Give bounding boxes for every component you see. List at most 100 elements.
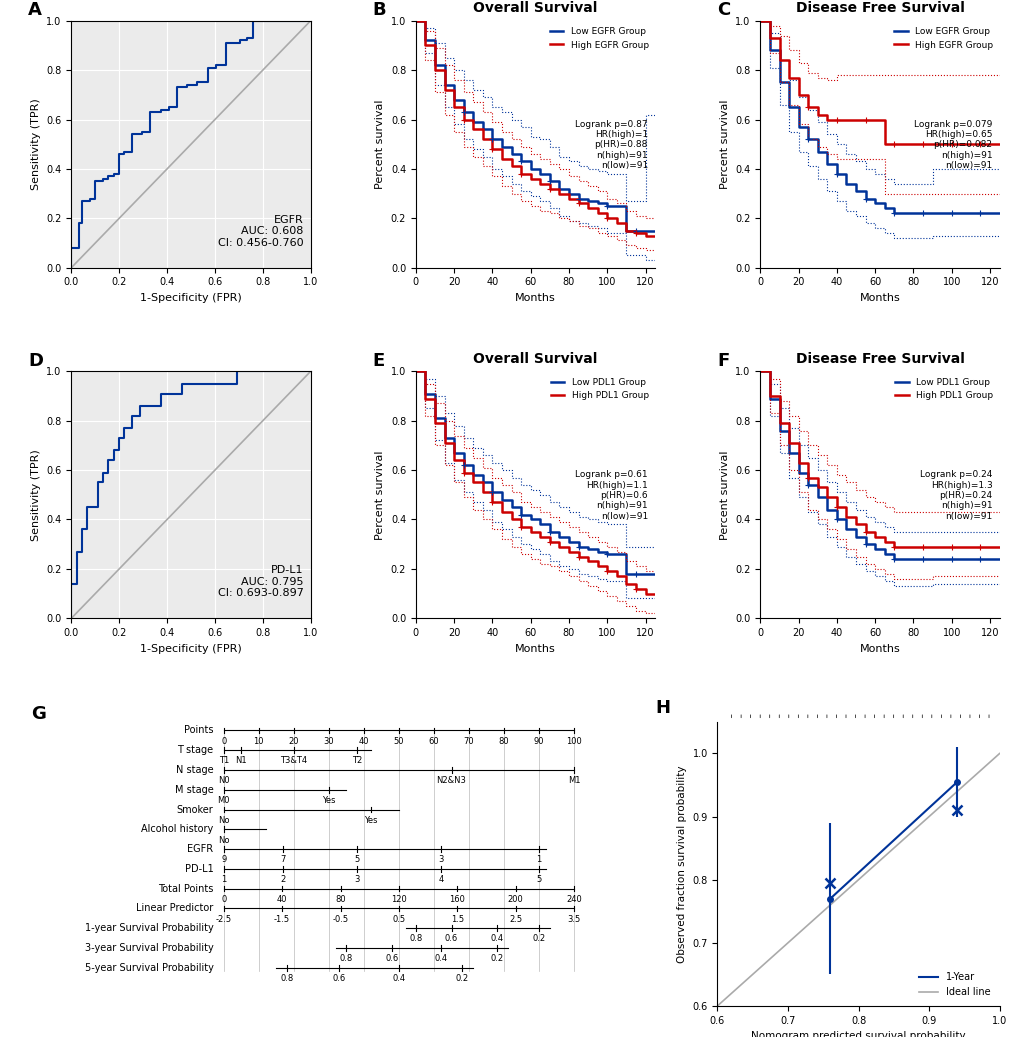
Text: 3-year Survival Probability: 3-year Survival Probability: [85, 943, 213, 953]
Legend: Low PDL1 Group, High PDL1 Group: Low PDL1 Group, High PDL1 Group: [547, 374, 652, 403]
Text: 80: 80: [498, 736, 508, 746]
X-axis label: 1-Specificity (FPR): 1-Specificity (FPR): [140, 292, 242, 303]
Text: 200: 200: [507, 895, 523, 904]
Title: Disease Free Survival: Disease Free Survival: [795, 1, 964, 16]
Text: M1: M1: [568, 777, 580, 785]
Title: Overall Survival: Overall Survival: [473, 352, 597, 366]
Text: F: F: [716, 352, 729, 369]
Title: Disease Free Survival: Disease Free Survival: [795, 352, 964, 366]
Text: 50: 50: [393, 736, 404, 746]
Text: 3: 3: [354, 875, 360, 885]
X-axis label: Months: Months: [859, 292, 900, 303]
X-axis label: Months: Months: [515, 292, 555, 303]
Text: 0.6: 0.6: [444, 934, 458, 944]
Legend: Low PDL1 Group, High PDL1 Group: Low PDL1 Group, High PDL1 Group: [891, 374, 996, 403]
Text: 0.2: 0.2: [532, 934, 545, 944]
Text: D: D: [29, 352, 43, 369]
Text: 9: 9: [221, 856, 226, 864]
Text: 100: 100: [566, 736, 582, 746]
Text: 240: 240: [566, 895, 582, 904]
Text: 10: 10: [254, 736, 264, 746]
Text: T stage: T stage: [177, 746, 213, 755]
Y-axis label: Percent survival: Percent survival: [375, 100, 385, 189]
Text: 0.2: 0.2: [455, 974, 468, 983]
X-axis label: Months: Months: [515, 644, 555, 653]
Text: Smoker: Smoker: [176, 805, 213, 814]
Y-axis label: Percent survival: Percent survival: [375, 450, 385, 539]
Text: 5: 5: [354, 856, 359, 864]
Text: 0.4: 0.4: [434, 954, 447, 963]
Text: 3.5: 3.5: [567, 915, 580, 924]
Text: T2: T2: [352, 756, 362, 765]
Text: 40: 40: [276, 895, 287, 904]
Text: 40: 40: [359, 736, 369, 746]
Text: Alcohol history: Alcohol history: [142, 824, 213, 835]
Text: A: A: [29, 1, 42, 19]
Text: G: G: [31, 705, 46, 723]
Text: -2.5: -2.5: [215, 915, 231, 924]
Y-axis label: Sensitivity (TPR): Sensitivity (TPR): [31, 449, 41, 540]
Text: 160: 160: [449, 895, 465, 904]
Text: N0: N0: [218, 777, 229, 785]
Text: Logrank p=0.87
HR(high)=1
p(HR)=0.88
n(high)=91
n(low)=91: Logrank p=0.87 HR(high)=1 p(HR)=0.88 n(h…: [575, 119, 647, 170]
Text: 0.4: 0.4: [490, 934, 503, 944]
Text: 2.5: 2.5: [508, 915, 522, 924]
X-axis label: Nomogram predicted survival probability: Nomogram predicted survival probability: [750, 1031, 965, 1037]
Text: 0.4: 0.4: [392, 974, 406, 983]
Title: Overall Survival: Overall Survival: [473, 1, 597, 16]
Y-axis label: Percent survival: Percent survival: [719, 100, 729, 189]
Legend: 1-Year, Ideal line: 1-Year, Ideal line: [914, 969, 994, 1001]
Text: 0.6: 0.6: [332, 974, 345, 983]
Text: 60: 60: [428, 736, 439, 746]
Text: 7: 7: [280, 856, 285, 864]
Y-axis label: Percent survival: Percent survival: [719, 450, 729, 539]
Text: 1-year Survival Probability: 1-year Survival Probability: [85, 923, 213, 933]
Text: -1.5: -1.5: [274, 915, 290, 924]
Text: 90: 90: [533, 736, 544, 746]
Text: 0.8: 0.8: [280, 974, 293, 983]
Y-axis label: Observed fraction survival probability: Observed fraction survival probability: [677, 765, 686, 962]
Text: 120: 120: [390, 895, 407, 904]
Text: Yes: Yes: [322, 796, 335, 805]
Legend: Low EGFR Group, High EGFR Group: Low EGFR Group, High EGFR Group: [890, 24, 996, 53]
Text: 0: 0: [221, 895, 226, 904]
Text: 80: 80: [335, 895, 345, 904]
Text: E: E: [373, 352, 385, 369]
Text: No: No: [218, 836, 229, 844]
Text: Linear Predictor: Linear Predictor: [137, 903, 213, 914]
Text: C: C: [716, 1, 730, 19]
Text: T1: T1: [218, 756, 228, 765]
Text: Logrank p=0.61
HR(high)=1.1
p(HR)=0.6
n(high)=91
n(low)=91: Logrank p=0.61 HR(high)=1.1 p(HR)=0.6 n(…: [575, 470, 647, 521]
Text: 2: 2: [280, 875, 285, 885]
Text: N stage: N stage: [176, 765, 213, 775]
Text: 4: 4: [438, 875, 443, 885]
Text: PD-L1: PD-L1: [184, 864, 213, 874]
Text: 0.5: 0.5: [392, 915, 406, 924]
Legend: Low EGFR Group, High EGFR Group: Low EGFR Group, High EGFR Group: [546, 24, 652, 53]
Text: 20: 20: [288, 736, 299, 746]
X-axis label: Months: Months: [859, 644, 900, 653]
Text: N2&N3: N2&N3: [436, 777, 466, 785]
Text: 0.8: 0.8: [410, 934, 423, 944]
Text: B: B: [373, 1, 386, 19]
Text: PD-L1
AUC: 0.795
CI: 0.693-0.897: PD-L1 AUC: 0.795 CI: 0.693-0.897: [217, 565, 304, 598]
Text: EGFR
AUC: 0.608
CI: 0.456-0.760: EGFR AUC: 0.608 CI: 0.456-0.760: [218, 215, 304, 248]
Text: EGFR: EGFR: [187, 844, 213, 854]
Text: 5-year Survival Probability: 5-year Survival Probability: [85, 962, 213, 973]
Text: M stage: M stage: [174, 785, 213, 794]
Text: 30: 30: [323, 736, 334, 746]
Text: 1: 1: [221, 875, 226, 885]
Text: Points: Points: [183, 726, 213, 735]
Text: 0: 0: [221, 736, 226, 746]
Text: Logrank p=0.079
HR(high)=0.65
p(HR)=0.082
n(high)=91
n(low)=91: Logrank p=0.079 HR(high)=0.65 p(HR)=0.08…: [913, 119, 991, 170]
Text: -0.5: -0.5: [332, 915, 348, 924]
Text: No: No: [218, 816, 229, 824]
Text: N1: N1: [235, 756, 247, 765]
Text: 3: 3: [438, 856, 443, 864]
Text: 1.5: 1.5: [450, 915, 464, 924]
Text: T3&T4: T3&T4: [280, 756, 307, 765]
Text: 1: 1: [536, 856, 541, 864]
Text: M0: M0: [217, 796, 229, 805]
Text: 0.8: 0.8: [339, 954, 353, 963]
Text: Yes: Yes: [364, 816, 377, 824]
